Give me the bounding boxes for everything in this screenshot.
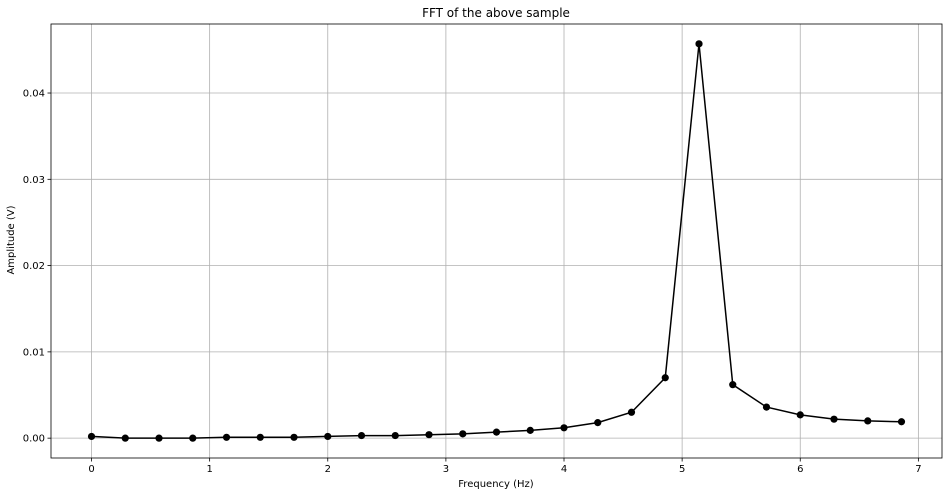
data-point — [830, 415, 838, 423]
y-tick-label: 0.03 — [23, 175, 45, 186]
series-line — [91, 43, 902, 439]
y-tick-label: 0.00 — [23, 434, 45, 445]
x-tick-label: 7 — [915, 464, 921, 475]
data-point — [492, 428, 501, 436]
series-line-group — [91, 43, 902, 439]
data-point — [897, 418, 906, 426]
y-tick-label: 0.01 — [23, 347, 45, 358]
x-tick-label: 4 — [561, 464, 567, 475]
y-tick-label: 0.02 — [23, 261, 45, 272]
data-point — [729, 381, 737, 389]
data-point — [459, 430, 467, 438]
data-point — [189, 434, 197, 442]
data-point — [661, 374, 669, 382]
data-points — [87, 40, 906, 442]
data-point — [87, 432, 96, 441]
x-tick-label: 6 — [797, 464, 803, 475]
x-tick-label: 5 — [679, 464, 685, 475]
data-point — [324, 432, 332, 441]
y-axis-ticks: 0.00 0.01 0.02 0.03 0.04 — [23, 89, 51, 445]
data-point — [391, 431, 399, 440]
data-point — [762, 403, 771, 411]
x-axis-label: Frequency (Hz) — [458, 479, 534, 490]
data-point — [222, 433, 231, 441]
data-point — [796, 411, 804, 419]
x-tick-label: 2 — [325, 464, 331, 475]
plot-frame — [50, 23, 943, 459]
data-point — [121, 434, 129, 442]
data-point — [864, 417, 872, 425]
data-point — [594, 419, 602, 427]
y-tick-label: 0.04 — [23, 89, 45, 100]
x-tick-label: 3 — [443, 464, 449, 475]
data-point — [155, 434, 163, 442]
grid — [51, 24, 942, 458]
data-point — [526, 426, 534, 434]
x-axis-ticks: 0 1 2 3 4 5 6 7 — [88, 458, 922, 475]
data-point — [695, 40, 703, 48]
chart-title: FFT of the above sample — [422, 6, 570, 20]
data-point — [627, 408, 636, 416]
data-point — [290, 433, 298, 441]
data-point — [256, 433, 264, 441]
y-axis-label: Amplitude (V) — [6, 205, 17, 274]
data-point — [425, 431, 433, 439]
x-tick-label: 0 — [88, 464, 94, 475]
x-tick-label: 1 — [206, 464, 212, 475]
data-point — [560, 424, 568, 432]
data-point — [357, 431, 366, 440]
